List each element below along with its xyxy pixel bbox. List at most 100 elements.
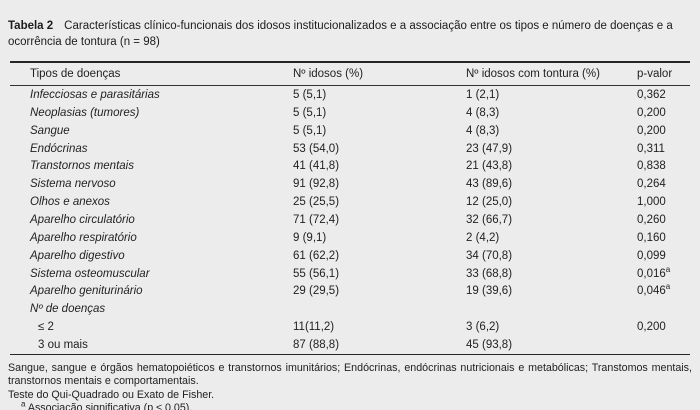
footnote-text: Teste do Qui-Quadrado ou Exato de Fisher… [8,388,215,401]
footnote-statistical-test: Teste do Qui-Quadrado ou Exato de Fisher… [8,389,692,403]
table-row: Transtornos mentais 41 (41,8) 21 (43,8) … [10,157,690,175]
significance-marker: a [665,264,671,274]
significance-marker: a [665,282,671,292]
footnote-significance: a Associação significativa (p ≤ 0,05). [8,400,692,410]
disease-type-label: Transtornos mentais [30,160,134,173]
disease-type-label: 3 ou mais [38,338,88,351]
disease-type-cell: Sangue [10,125,293,137]
p-value: 0,311 [637,142,665,155]
disease-type-cell: Aparelho geniturinário [10,285,293,297]
n-idosos-cell: 11(11,2) [293,321,335,334]
n-tontura-cell: 19 (39,6) [466,285,513,298]
table-row: 3 ou mais 87 (88,8) 45 (93,8) [10,336,690,354]
table-row: Olhos e anexos 25 (25,5) 12 (25,0) 1,000 [10,193,690,211]
table-row: ≤ 2 11(11,2) 3 (6,2) 0,200 [10,318,690,336]
table-caption-text: Características clínico-funcionais dos i… [8,19,673,48]
disease-type-label: Neoplasias (tumores) [30,106,140,119]
table-row: Aparelho respiratório 9 (9,1) 2 (4,2) 0,… [10,229,690,247]
disease-type-label: Nº de doenças [30,303,106,316]
disease-type-label: Sangue [30,124,70,137]
p-value: 0,099 [637,249,666,262]
column-header-disease-types: Tipos de doenças [30,68,121,80]
table-body: Infecciosas e parasitárias 5 (5,1) 1 (2,… [10,86,690,354]
p-value-cell: 1,000 [637,196,690,208]
n-idosos-cell: 61 (62,2) [293,249,340,262]
p-value: 0,362 [637,88,666,101]
n-tontura-cell: 23 (47,9) [466,142,513,155]
n-idosos-cell: 91 (92,8) [293,178,340,191]
disease-type-cell: Aparelho circulatório [10,214,293,226]
n-tontura-cell: 43 (89,6) [466,178,513,191]
footnote-text: Associação significativa (p ≤ 0,05). [25,402,193,410]
table-header-rule [10,85,690,86]
table-row: Aparelho circulatório 71 (72,4) 32 (66,7… [10,211,690,229]
table-row: Neoplasias (tumores) 5 (5,1) 4 (8,3) 0,2… [10,104,690,122]
p-value: 0,016 [637,267,666,280]
disease-type-label: Aparelho respiratório [30,231,137,244]
disease-type-label: Endócrinas [30,142,88,155]
column-header-p-value: p-valor [637,68,673,80]
table-row: Sistema osteomuscular 55 (56,1) 33 (68,8… [10,265,690,283]
disease-type-label: Olhos e anexos [30,196,110,209]
disease-type-cell: Transtornos mentais [10,160,293,172]
disease-type-label: Infecciosas e parasitárias [30,88,160,101]
disease-type-label: Aparelho circulatório [30,213,135,226]
table-row: Aparelho geniturinário 29 (29,5) 19 (39,… [10,282,690,300]
p-value-cell: 0,016a [637,264,690,280]
disease-type-cell: Sistema nervoso [10,178,293,190]
p-value-cell: 0,264 [637,178,690,190]
disease-type-label: Sistema nervoso [30,178,116,191]
table-row: Sangue 5 (5,1) 4 (8,3) 0,200 [10,122,690,140]
n-tontura-cell: 32 (66,7) [466,213,513,226]
p-value-cell: 0,099 [637,250,690,262]
n-tontura-cell: 3 (6,2) [466,321,500,334]
n-tontura-cell: 21 (43,8) [466,160,513,173]
disease-type-cell: Aparelho respiratório [10,232,293,244]
column-header-n-idosos-tontura: Nº idosos com tontura (%) [466,68,600,80]
n-tontura-cell: 4 (8,3) [466,124,500,137]
disease-type-label: Aparelho digestivo [30,249,125,262]
n-tontura-cell: 34 (70,8) [466,249,513,262]
n-idosos-cell: 29 (29,5) [293,285,340,298]
p-value: 1,000 [637,196,666,209]
p-value-cell: 0,200 [637,321,690,333]
table-row: Sistema nervoso 91 (92,8) 43 (89,6) 0,26… [10,175,690,193]
data-table: Tipos de doenças Nº idosos (%) Nº idosos… [10,61,690,355]
footnote-abbreviations: Sangue, sangue e órgãos hematopoiéticos … [8,362,692,389]
table-row: Endócrinas 53 (54,0) 23 (47,9) 0,311 [10,140,690,158]
disease-type-label: ≤ 2 [38,321,54,334]
p-value-cell: 0,311 [637,143,690,155]
footnote-text: Sangue, sangue e órgãos hematopoiéticos … [8,361,692,388]
disease-type-cell: ≤ 2 [10,321,293,333]
disease-type-cell: Infecciosas e parasitárias [10,89,293,101]
p-value-cell: 0,260 [637,214,690,226]
disease-type-cell: Neoplasias (tumores) [10,107,293,119]
table-footnotes: Sangue, sangue e órgãos hematopoiéticos … [8,362,692,410]
n-idosos-cell: 55 (56,1) [293,267,340,280]
p-value: 0,160 [637,231,666,244]
disease-type-cell: Nº de doenças [10,303,293,315]
table-title: Tabela 2 Características clínico-funciona… [8,18,692,50]
n-idosos-cell: 41 (41,8) [293,160,340,173]
disease-type-label: Sistema osteomuscular [30,267,150,280]
n-idosos-cell: 5 (5,1) [293,88,327,101]
p-value: 0,200 [637,124,666,137]
p-value: 0,264 [637,178,666,191]
n-tontura-cell: 2 (4,2) [466,231,500,244]
disease-type-label: Aparelho geniturinário [30,285,143,298]
p-value-cell: 0,160 [637,232,690,244]
n-tontura-cell: 45 (93,8) [466,338,513,351]
p-value: 0,200 [637,106,666,119]
n-tontura-cell: 33 (68,8) [466,267,513,280]
p-value: 0,046 [637,285,666,298]
p-value-cell: 0,200 [637,125,690,137]
disease-type-cell: Sistema osteomuscular [10,268,293,280]
p-value: 0,838 [637,160,666,173]
table-top-rule [10,61,690,63]
p-value-cell: 0,838 [637,160,690,172]
column-header-n-idosos: Nº idosos (%) [293,68,364,80]
n-idosos-cell: 71 (72,4) [293,213,340,226]
n-idosos-cell: 87 (88,8) [293,338,340,351]
disease-type-cell: Endócrinas [10,143,293,155]
